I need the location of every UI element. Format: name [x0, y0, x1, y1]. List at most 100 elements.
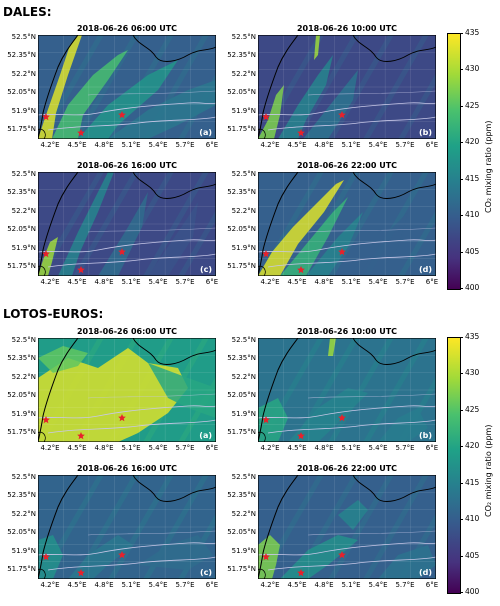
lon-tick-label: 5.7°E: [175, 141, 195, 149]
co2-plume: [303, 70, 358, 139]
river-line: [47, 253, 217, 268]
lon-tick-label: 5.7°E: [175, 444, 195, 452]
river-line: [257, 102, 437, 116]
lat-tick-label: 51.75°N: [7, 565, 36, 573]
coastline: [132, 34, 217, 62]
co2-plume: [288, 388, 368, 442]
colorbar-tick: [460, 105, 463, 107]
panel-letter: (c): [200, 568, 212, 577]
colorbar-tick-label: 425: [465, 404, 480, 414]
colorbar-tick: [460, 337, 463, 338]
city-star-marker: [297, 266, 305, 274]
colorbar-tick-label: 425: [465, 100, 480, 110]
city-star-marker: [338, 111, 346, 119]
city-star-marker: [262, 113, 270, 121]
panel-title: 2018-06-26 16:00 UTC: [76, 161, 178, 170]
co2-plume: [338, 500, 368, 530]
coastline: [37, 128, 46, 140]
lon-tick-label: 5.7°E: [395, 141, 415, 149]
colorbar-tick-label: 410: [465, 210, 480, 220]
city-star-marker: [77, 432, 85, 440]
lon-tick-label: 4.8°E: [314, 141, 334, 149]
lon-tick-label: 5.1°E: [121, 581, 141, 589]
river-line: [307, 530, 437, 536]
colorbar-tick: [460, 178, 463, 180]
lon-tick-label: 5.4°E: [148, 581, 168, 589]
lon-tick-label: 5.1°E: [341, 444, 361, 452]
city-star-marker: [118, 248, 126, 256]
city-star-marker: [338, 414, 346, 422]
colorbar-tick-label: 420: [465, 441, 480, 451]
co2-field-map: (c): [37, 474, 279, 580]
co2-plume: [68, 535, 133, 579]
lon-tick-label: 5.4°E: [148, 141, 168, 149]
lon-tick-label: 6°E: [205, 278, 219, 286]
map-panel-dales-d: (d): [257, 171, 499, 277]
city-star-marker: [118, 414, 126, 422]
city-star-marker: [118, 551, 126, 559]
river-line: [307, 90, 437, 96]
lat-tick-label: 52.35°N: [7, 51, 36, 60]
coastline: [352, 474, 437, 502]
co2-plume: [258, 180, 344, 276]
colorbar: [447, 337, 461, 594]
lat-tick-label: 52.2°N: [231, 69, 256, 78]
map-panel-dales-a: (a): [37, 34, 279, 140]
coastline: [257, 337, 299, 443]
lat-tick-label: 52.05°N: [7, 528, 36, 537]
lon-tick-label: 6°E: [425, 278, 439, 286]
coastline: [37, 34, 79, 140]
lon-tick-label: 4.8°E: [94, 444, 114, 452]
coastline: [257, 568, 266, 580]
co2-plume: [314, 35, 320, 60]
lon-tick-label: 4.8°E: [314, 581, 334, 589]
co2-plume: [328, 338, 336, 356]
lat-tick-label: 51.9°N: [11, 243, 36, 252]
river-line: [47, 116, 217, 131]
lon-tick-label: 4.2°E: [260, 444, 280, 452]
lat-tick-label: 52.35°N: [227, 51, 256, 60]
colorbar-tick: [460, 373, 463, 375]
city-star-marker: [42, 250, 50, 258]
lon-tick-label: 4.2°E: [40, 444, 60, 452]
coastline: [37, 568, 46, 580]
city-star-marker: [77, 569, 85, 577]
map-panel-dales-c: (c): [37, 171, 279, 277]
lon-tick-label: 4.5°E: [287, 444, 307, 452]
lon-tick-label: 6°E: [425, 444, 439, 452]
lat-tick-label: 52.2°N: [11, 206, 36, 215]
co2-plume: [58, 172, 114, 276]
colorbar-tick: [460, 251, 463, 253]
lat-tick-label: 51.9°N: [231, 106, 256, 115]
co2-plume: [38, 35, 82, 139]
lat-tick-label: 51.75°N: [227, 262, 256, 270]
coastline: [132, 171, 217, 199]
co2-plume: [378, 545, 436, 579]
colorbar-label: CO₂ mixing ratio (ppm): [484, 120, 493, 213]
co2-plume: [278, 55, 333, 139]
colorbar-tick-label: 415: [465, 477, 480, 487]
lat-tick-label: 52.2°N: [11, 69, 36, 78]
lat-tick-label: 52.2°N: [231, 206, 256, 215]
lat-tick-label: 51.75°N: [227, 565, 256, 573]
colorbar-tick-label: 410: [465, 514, 480, 524]
lon-tick-label: 4.2°E: [260, 141, 280, 149]
lon-tick-label: 5.4°E: [148, 444, 168, 452]
lon-tick-label: 5.1°E: [341, 581, 361, 589]
river-line: [47, 556, 217, 571]
panel-title: 2018-06-26 22:00 UTC: [296, 464, 398, 473]
lon-tick-label: 5.1°E: [121, 278, 141, 286]
co2-field-map: (c): [37, 171, 279, 277]
colorbar-tick-label: 435: [465, 28, 480, 37]
lon-tick-label: 5.4°E: [368, 581, 388, 589]
colorbar-tick: [460, 482, 463, 484]
map-panel-dales-b: (b): [257, 34, 499, 140]
panel-title: 2018-06-26 06:00 UTC: [76, 24, 178, 33]
co2-plume: [258, 85, 284, 139]
lat-tick-label: 52.35°N: [7, 188, 36, 197]
co2-plume: [306, 212, 363, 276]
lat-tick-label: 52.05°N: [7, 225, 36, 234]
colorbar-tick: [460, 288, 463, 289]
river-line: [37, 405, 217, 419]
river-line: [37, 102, 217, 116]
